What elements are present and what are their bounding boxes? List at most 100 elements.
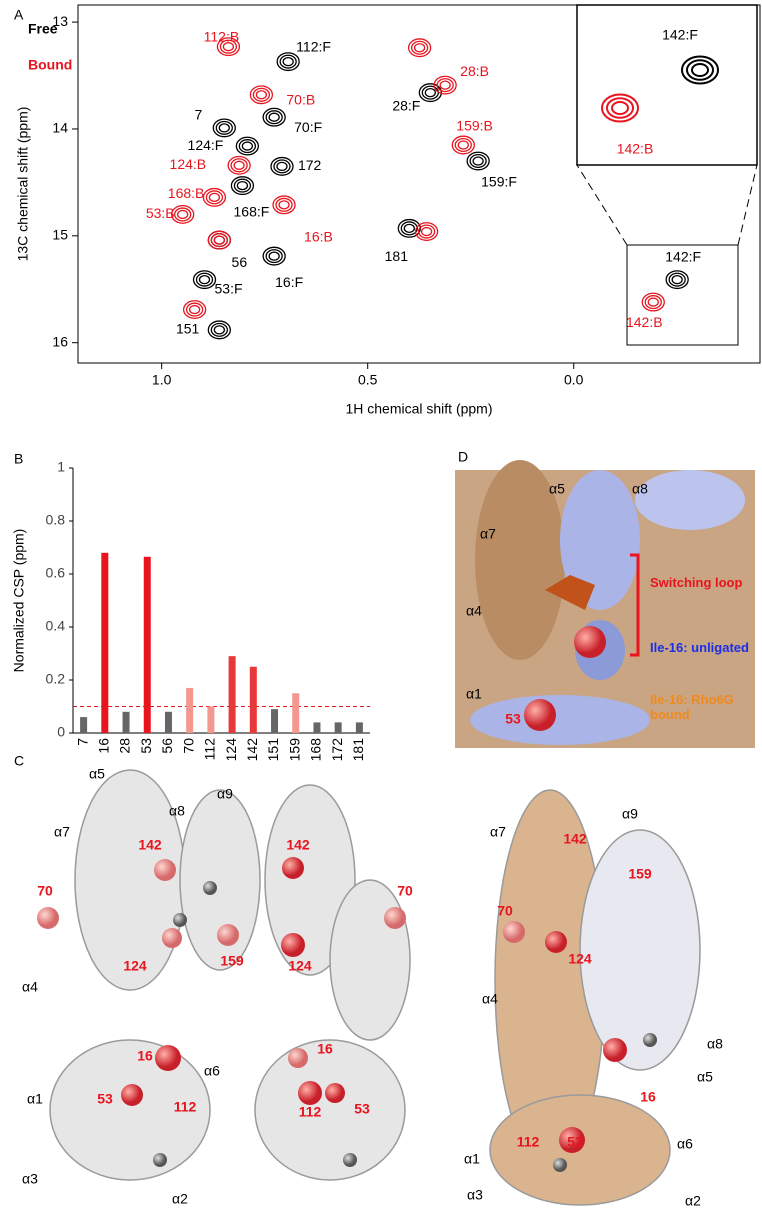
peak-contour [268,251,280,261]
bar [164,711,172,733]
x-tick-label: 159 [286,738,302,762]
peak-label: 142:B [626,314,663,330]
peak-contour [272,195,296,215]
helix-label: α9 [622,806,638,822]
y-tick-label: 15 [52,227,68,243]
zoom-box [626,244,739,346]
d-label: Ile-16: unligated [650,640,749,655]
bar [355,722,363,733]
x-tick-label: 142 [244,738,260,762]
peak-label: 124:F [188,137,224,153]
x-tick-label: 1.0 [152,372,172,388]
peak-label: 53:B [146,205,175,221]
plot-frame [77,4,761,364]
peak-contour [205,190,224,205]
d-label: Ile-16: Rho6G bound [650,692,734,722]
peak-label: 112:B [204,28,240,44]
y-tick-label: 0.8 [46,512,66,528]
inset-contour [611,101,629,115]
bar [271,709,279,733]
helix-label: α5 [697,1069,713,1085]
residue-label: 53 [97,1091,113,1107]
residue-label: 142 [138,837,162,853]
helix-label: α7 [480,526,496,542]
peak-contour [198,274,211,285]
x-tick-label: 0.0 [564,372,584,388]
peak-contour [270,156,294,176]
residue-label: 53 [354,1101,370,1117]
peak-label: 56 [232,254,248,270]
y-tick-label: 13 [52,13,68,29]
peak-label: 124:B [170,156,207,172]
helix-label: α7 [490,824,506,840]
bar [122,711,130,733]
peak-contour [466,151,490,171]
bar [207,706,215,733]
peak-label: 7 [194,107,202,123]
peak-contour [424,87,436,98]
x-axis-label: 1H chemical shift (ppm) [345,401,492,417]
peak-label: 70:F [294,119,322,135]
peak [276,52,300,72]
peak-contour [230,176,255,196]
peak-contour [218,123,230,133]
panel-letter: D [458,449,468,465]
peak [262,107,286,127]
residue-label: 124 [288,958,312,974]
peak-contour [647,297,659,307]
helix-label: α1 [466,686,482,702]
x-tick-label: 53 [138,738,154,754]
peak [414,222,439,242]
peak-contour [262,246,286,266]
y-tick-label: 0.6 [46,565,66,581]
peak-contour [400,221,418,236]
peak [212,118,236,138]
peak-contour [227,155,251,175]
peak-contour [417,224,436,239]
peak-contour [208,192,221,203]
residue-label: 70 [397,883,413,899]
peak-contour [282,56,294,67]
peak-label: 112:F [296,38,331,54]
zoom-guide [737,164,758,246]
peak [665,270,689,290]
inset-contour [681,55,719,85]
y-tick-label: 14 [52,120,68,136]
x-tick-label: 181 [350,738,366,762]
peak-contour [188,304,201,315]
peak-contour [174,207,192,222]
peak-contour [436,78,454,93]
residue-label: 142 [286,837,310,853]
peak-label: 168:B [168,185,205,201]
peak-contour [177,209,189,220]
helix-label: α5 [549,481,565,497]
residue-label: 124 [568,951,592,967]
x-tick-label: 56 [159,738,175,754]
inset-contour [606,97,634,119]
residue-label: 112 [299,1104,322,1120]
peak-label: 159:B [456,118,493,134]
panel-letter: C [14,753,24,769]
peak-contour [265,110,283,125]
helix-label: α6 [204,1063,220,1079]
peak [433,75,457,95]
peak-contour [275,197,293,212]
peak-contour [210,322,228,337]
peak-contour [216,37,241,57]
y-tick-label: 16 [52,333,68,349]
helix-label: α8 [632,481,648,497]
peak-contour [233,178,252,193]
bar [249,666,257,733]
peak-contour [262,107,286,127]
peak [192,270,217,290]
x-tick-label: 124 [223,738,239,762]
peak-label: 181 [385,248,409,264]
inset-contour [686,59,714,81]
helix-label: α2 [172,1191,188,1207]
x-tick-label: 168 [308,738,324,762]
y-tick-label: 0.2 [46,671,66,687]
peak-contour [414,222,439,242]
panel-letter: A [14,7,24,23]
peak-label: 28:F [392,97,420,113]
